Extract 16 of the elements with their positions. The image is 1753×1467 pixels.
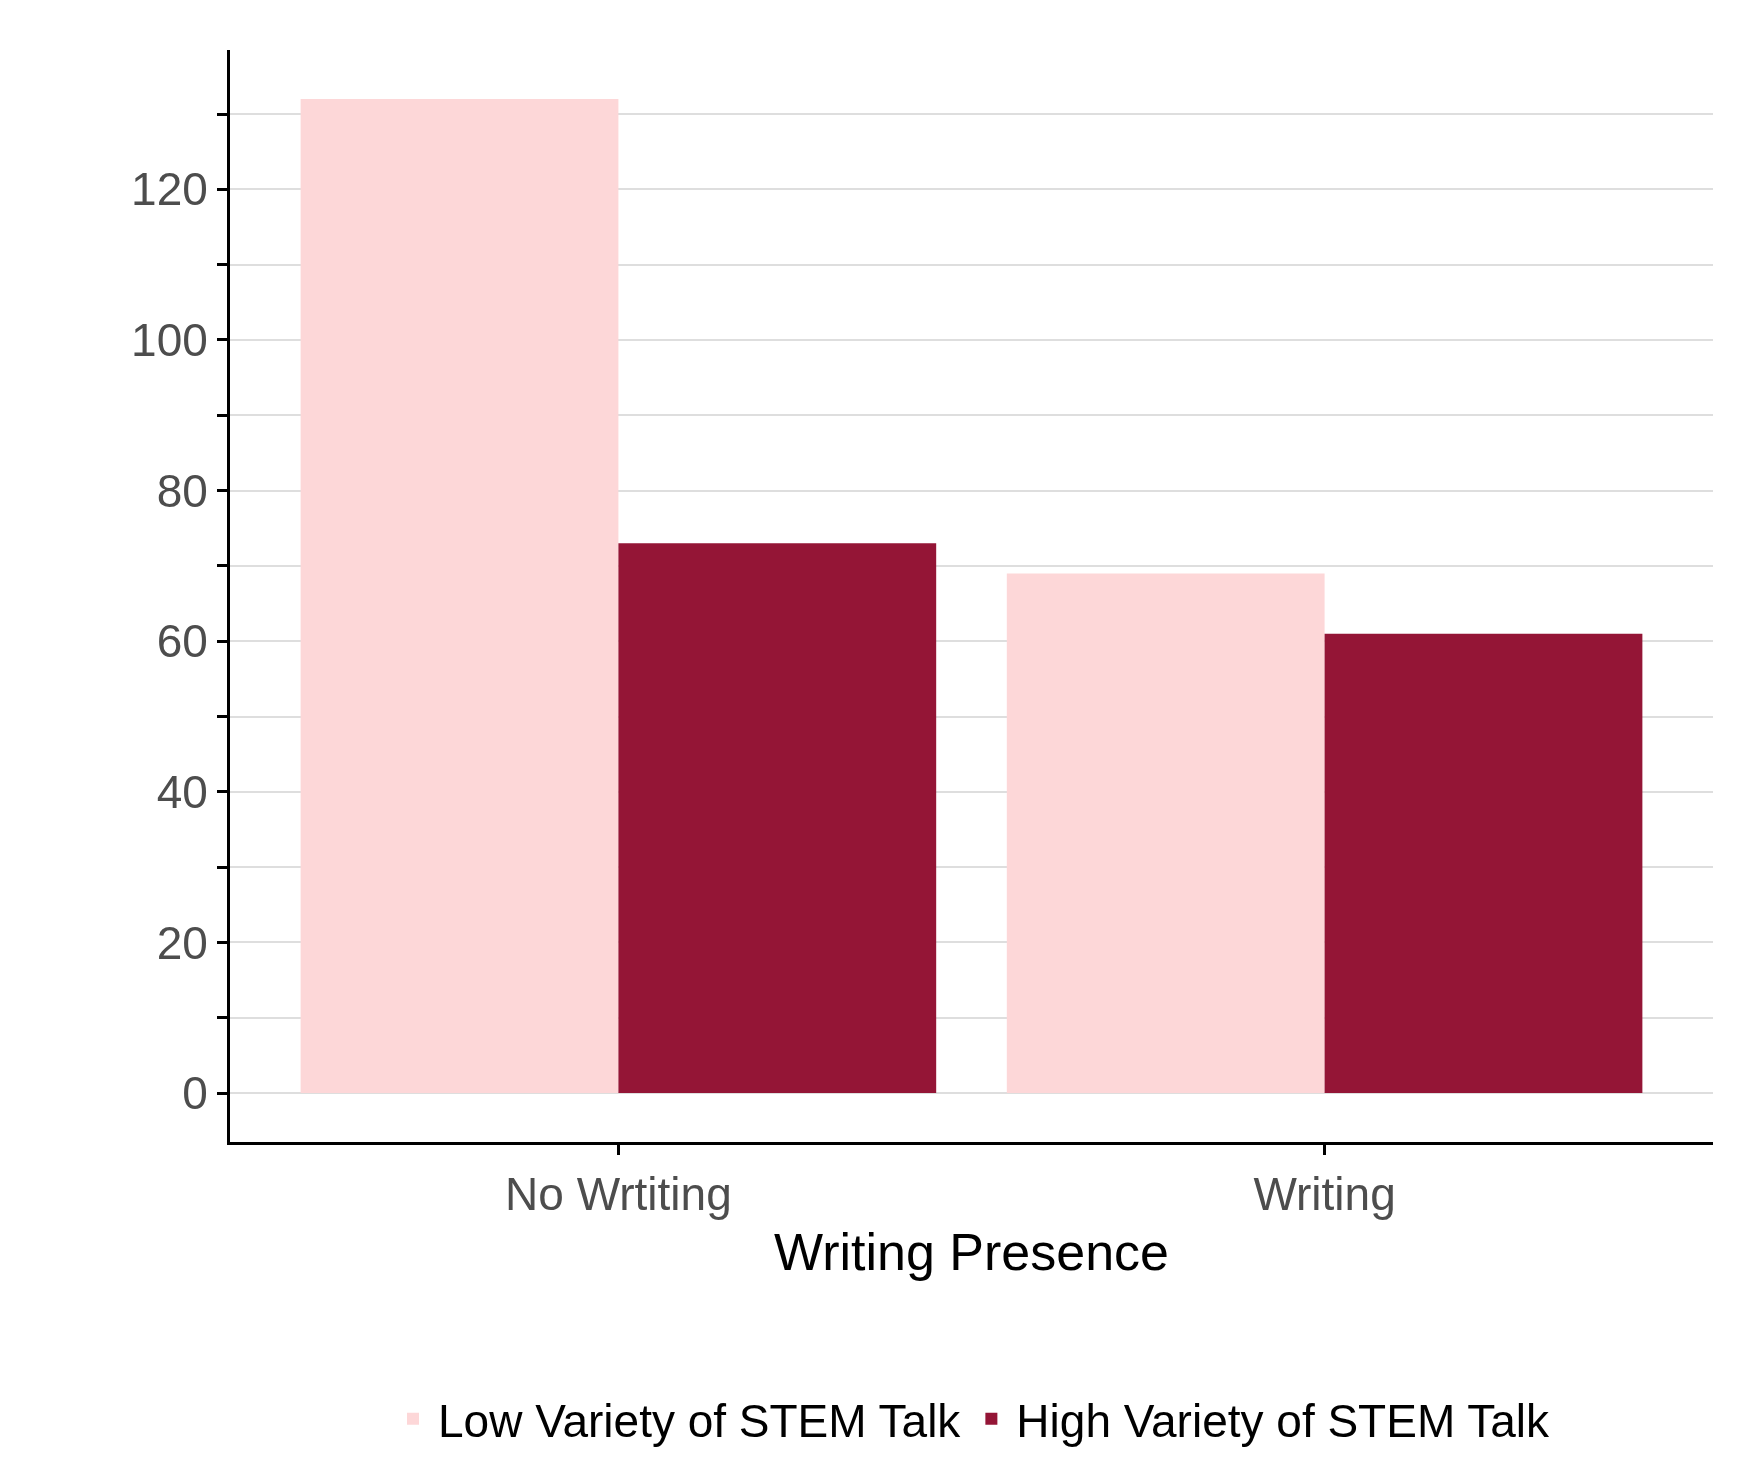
bar [1324, 633, 1643, 1094]
y-tick-label: 0 [182, 1067, 208, 1120]
y-tick-label: 100 [131, 314, 208, 367]
x-axis-title: Writing Presence [774, 1223, 1169, 1282]
y-tick-label: 120 [131, 163, 208, 216]
bar [1006, 573, 1325, 1094]
y-tick-label: 60 [156, 615, 208, 668]
legend-label: High Variety of STEM Talk [1016, 1394, 1550, 1447]
x-tick-label: Writing [1253, 1168, 1396, 1221]
y-tick-label: 20 [156, 916, 208, 969]
y-tick-label: 80 [156, 464, 208, 517]
y-tick-label: 40 [156, 765, 208, 818]
legend-label: Low Variety of STEM Talk [438, 1394, 962, 1447]
bar [300, 98, 619, 1094]
x-tick-label: No Wrtiting [505, 1168, 732, 1221]
bar [618, 543, 937, 1094]
